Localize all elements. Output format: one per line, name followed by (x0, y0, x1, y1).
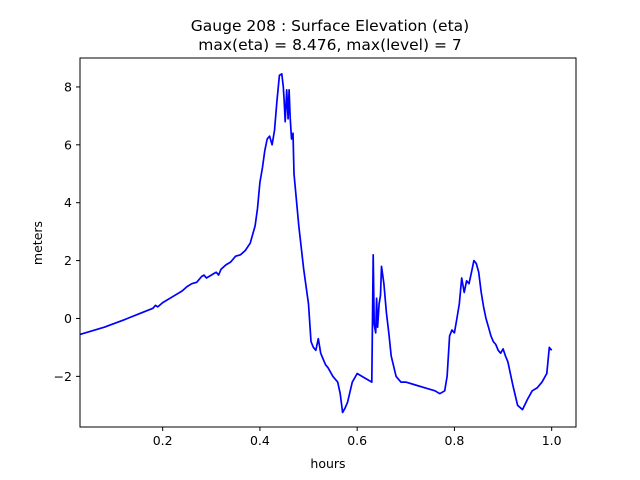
x-tick-label: 1.0 (542, 433, 562, 448)
y-tick-label: −2 (54, 369, 72, 384)
y-tick-label: 8 (64, 79, 72, 94)
x-tick-label: 0.6 (347, 433, 367, 448)
y-axis-ticks: −2 0 2 4 6 8 (54, 79, 80, 384)
series-layer (79, 73, 553, 414)
x-tick-label: 0.2 (153, 433, 173, 448)
chart-title: Gauge 208 : Surface Elevation (eta) (191, 17, 469, 35)
x-axis-ticks: 0.2 0.4 0.6 0.8 1.0 (153, 427, 562, 448)
plot-frame (79, 57, 577, 428)
y-tick-label: 0 (64, 311, 72, 326)
y-tick-label: 4 (64, 195, 72, 210)
y-axis-label: meters (30, 221, 45, 265)
x-tick-label: 0.4 (250, 433, 270, 448)
chart-subtitle: max(eta) = 8.476, max(level) = 7 (198, 36, 461, 54)
y-tick-label: 6 (64, 137, 72, 152)
x-axis-label: hours (310, 456, 345, 471)
series-line-0 (79, 73, 553, 414)
y-tick-label: 2 (64, 253, 72, 268)
x-tick-label: 0.8 (444, 433, 464, 448)
